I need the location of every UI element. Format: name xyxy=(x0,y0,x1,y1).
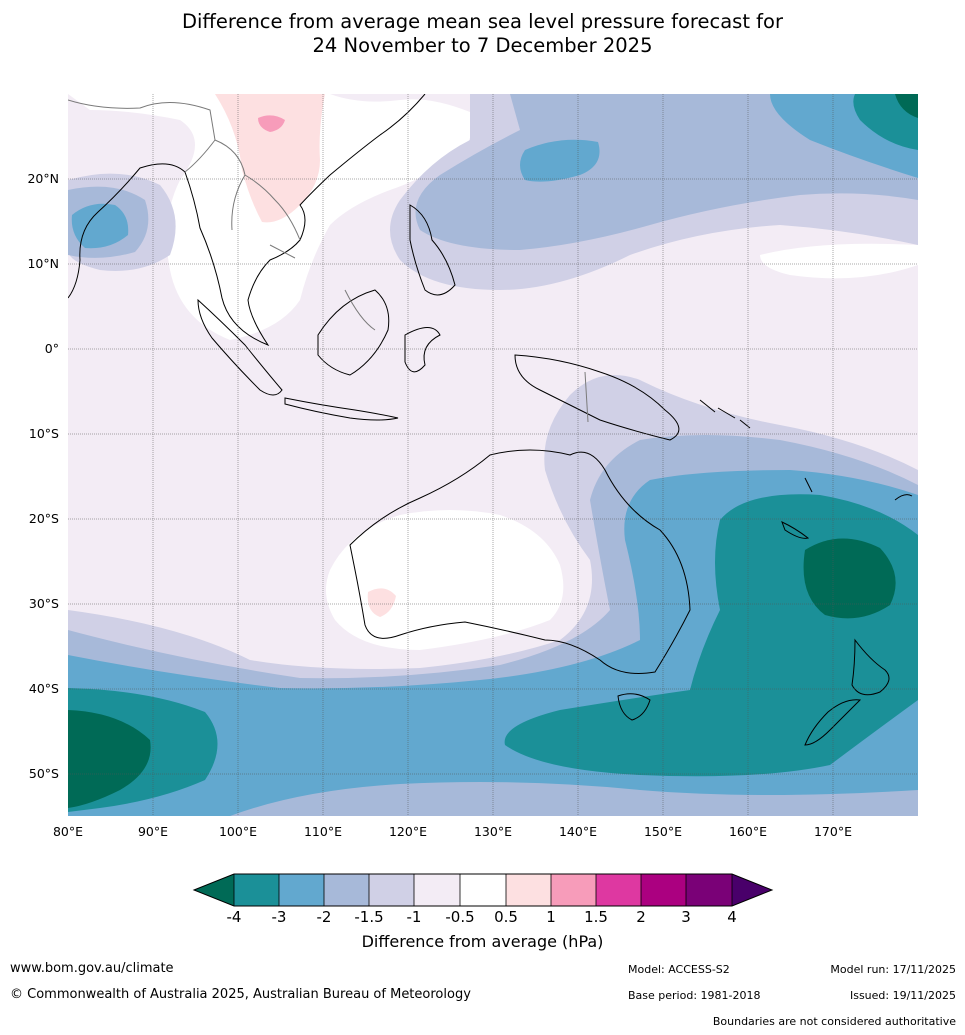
lat-label-20s: 20°S xyxy=(29,511,59,526)
colorbar-segment xyxy=(414,874,460,906)
coast-sumatra xyxy=(197,298,283,396)
lat-label-10n: 10°N xyxy=(27,256,59,271)
coast-asia-mainland xyxy=(68,94,426,347)
lon-label-170: 170°E xyxy=(814,824,852,839)
coast-philippines xyxy=(409,204,456,296)
coast-java xyxy=(284,397,399,421)
base-period: Base period: 1981-2018 xyxy=(628,989,761,1002)
lat-axis-labels: 20°N 10°N 0° 10°S 20°S 30°S 40°S 50°S xyxy=(27,171,59,781)
coast-borneo xyxy=(317,289,390,376)
neutral-region-north-pacific xyxy=(760,243,918,279)
band-neg-2-north xyxy=(415,94,918,250)
colorbar-tick: 1 xyxy=(546,908,556,926)
lat-label-40s: 40°S xyxy=(29,681,59,696)
country-borders xyxy=(68,99,589,423)
colorbar-segment xyxy=(686,874,732,906)
colorbar-tick: 3 xyxy=(681,908,691,926)
colorbar-segment xyxy=(369,874,414,906)
band-pos-1-5-china xyxy=(258,115,285,132)
colorbar-tick: 0.5 xyxy=(494,908,518,926)
colorbar-segment xyxy=(551,874,596,906)
band-below-4-southwest xyxy=(68,710,151,808)
title-line-2: 24 November to 7 December 2025 xyxy=(312,34,653,57)
colorbar-extend-high xyxy=(732,874,772,906)
lon-label-120: 120°E xyxy=(389,824,427,839)
copyright-text: © Commonwealth of Australia 2025, Austra… xyxy=(10,987,471,1002)
colorbar-dividers xyxy=(233,874,733,906)
lon-label-100: 100°E xyxy=(219,824,257,839)
title-line-1: Difference from average mean sea level p… xyxy=(182,10,783,33)
colorbar-tick: -1.5 xyxy=(354,908,383,926)
band-neg-4-north xyxy=(853,94,918,150)
colorbar-tick: -0.5 xyxy=(445,908,474,926)
colorbar-tick: 2 xyxy=(636,908,646,926)
colorbar: -4 -3 -2 -1.5 -1 -0.5 0.5 1 1.5 2 3 4 xyxy=(192,873,774,926)
neutral-region-australia xyxy=(326,510,564,650)
colorbar-tick: 1.5 xyxy=(584,908,608,926)
lat-label-20n: 20°N xyxy=(27,171,59,186)
coast-sulawesi xyxy=(404,327,441,373)
colorbar-title: Difference from average (hPa) xyxy=(361,932,604,951)
lon-label-90: 90°E xyxy=(138,824,168,839)
band-below-4-north xyxy=(895,94,918,118)
lat-label-50s: 50°S xyxy=(29,766,59,781)
colorbar-segment xyxy=(460,874,506,906)
boundaries-disclaimer: Boundaries are not considered authoritat… xyxy=(712,1015,956,1028)
colorbar-tick: -2 xyxy=(317,908,332,926)
model-name: Model: ACCESS-S2 xyxy=(628,963,730,976)
lon-label-130: 130°E xyxy=(474,824,512,839)
model-run-date: Model run: 17/11/2025 xyxy=(830,963,956,976)
coast-tasmania xyxy=(617,693,651,721)
colorbar-tick: -3 xyxy=(272,908,287,926)
coast-new-caledonia xyxy=(781,521,810,539)
colorbar-tick: 4 xyxy=(727,908,737,926)
colorbar-extend-low xyxy=(194,874,234,906)
lon-label-140: 140°E xyxy=(559,824,597,839)
colorbar-segment xyxy=(641,874,686,906)
coast-new-zealand-north xyxy=(851,638,890,696)
lon-label-110: 110°E xyxy=(304,824,342,839)
band-neg-3-north-small xyxy=(520,139,600,182)
band-pos-1-thailand xyxy=(257,196,280,219)
lon-label-80: 80°E xyxy=(53,824,83,839)
coast-new-guinea xyxy=(514,354,680,441)
coastlines xyxy=(68,94,913,746)
colorbar-segment xyxy=(596,874,641,906)
colorbar-segment xyxy=(279,874,324,906)
coast-new-zealand-south xyxy=(804,699,862,746)
lat-label-0: 0° xyxy=(45,341,59,356)
band-pos-1-china xyxy=(215,94,325,223)
graticule xyxy=(68,94,918,816)
chart-title: Difference from average mean sea level p… xyxy=(0,10,965,58)
band-neg-3-west xyxy=(71,203,129,249)
band-below-4-tasman xyxy=(803,538,896,619)
colorbar-tick: -1 xyxy=(407,908,422,926)
lon-axis-labels: 80°E 90°E 100°E 110°E 120°E 130°E 140°E … xyxy=(53,824,852,839)
colorbar-segment xyxy=(324,874,369,906)
coast-australia xyxy=(349,449,691,674)
lat-label-10s: 10°S xyxy=(29,426,59,441)
website-link[interactable]: www.bom.gov.au/climate xyxy=(10,961,174,976)
colorbar-segment xyxy=(506,874,551,906)
lon-label-150: 150°E xyxy=(644,824,682,839)
colorbar-tick: -4 xyxy=(227,908,242,926)
lat-label-30s: 30°S xyxy=(29,596,59,611)
coast-pacific-islands xyxy=(699,399,913,501)
issued-date: Issued: 19/11/2025 xyxy=(849,989,956,1002)
band-pos-1-wa xyxy=(367,588,396,617)
lon-label-160: 160°E xyxy=(729,824,767,839)
colorbar-segment xyxy=(234,874,279,906)
